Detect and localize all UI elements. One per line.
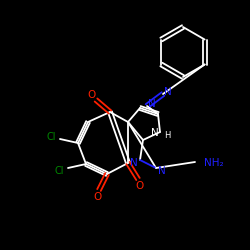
Text: N: N — [151, 128, 159, 138]
Text: Cl: Cl — [46, 132, 56, 142]
Text: O: O — [136, 181, 144, 191]
Text: N: N — [148, 99, 156, 109]
Text: O: O — [93, 192, 101, 202]
Text: N: N — [130, 158, 138, 168]
Text: O: O — [87, 90, 95, 100]
Text: N: N — [164, 87, 172, 97]
Text: Cl: Cl — [54, 166, 64, 176]
Text: N: N — [158, 166, 166, 176]
Text: NH₂: NH₂ — [204, 158, 224, 168]
Text: H: H — [164, 130, 170, 140]
